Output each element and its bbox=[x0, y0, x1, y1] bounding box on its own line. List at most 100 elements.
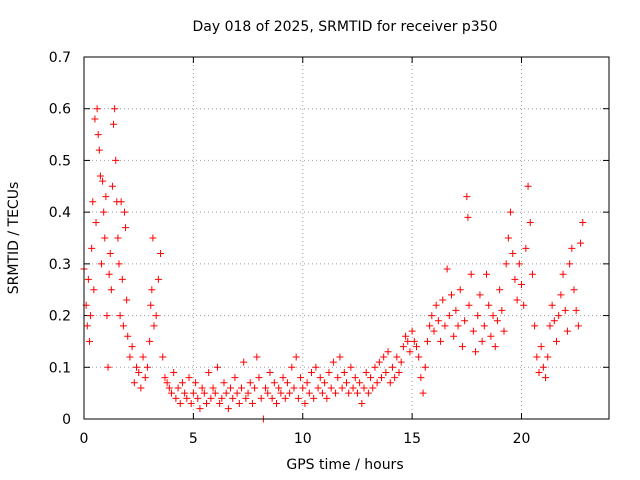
data-point bbox=[493, 317, 501, 325]
data-point bbox=[550, 317, 558, 325]
data-point bbox=[130, 379, 138, 387]
data-point bbox=[244, 389, 252, 397]
data-point bbox=[421, 363, 429, 371]
data-point bbox=[178, 379, 186, 387]
x-tick-label: 15 bbox=[403, 431, 421, 447]
grid-lines bbox=[84, 57, 609, 419]
data-point bbox=[483, 270, 490, 278]
y-tick-label: 0.6 bbox=[49, 102, 71, 118]
data-point bbox=[520, 301, 528, 309]
data-point bbox=[555, 312, 563, 320]
data-point bbox=[345, 389, 353, 397]
data-point bbox=[231, 374, 239, 382]
data-point bbox=[533, 353, 541, 361]
data-point bbox=[524, 182, 532, 190]
data-point bbox=[577, 239, 585, 247]
x-tick-label: 20 bbox=[513, 431, 531, 447]
data-point bbox=[288, 363, 296, 371]
data-point bbox=[92, 218, 100, 226]
data-point bbox=[500, 327, 508, 335]
data-point bbox=[117, 198, 125, 206]
data-point bbox=[423, 337, 431, 345]
data-point bbox=[270, 379, 278, 387]
data-point bbox=[283, 379, 291, 387]
data-point bbox=[561, 306, 569, 314]
data-point bbox=[559, 270, 567, 278]
data-point bbox=[563, 327, 571, 335]
data-point bbox=[303, 379, 311, 387]
data-point bbox=[83, 322, 91, 330]
data-point bbox=[90, 286, 98, 294]
data-point bbox=[262, 384, 270, 392]
data-point bbox=[146, 337, 154, 345]
data-point bbox=[176, 399, 184, 407]
data-point bbox=[157, 250, 165, 258]
data-point bbox=[235, 399, 243, 407]
data-point bbox=[281, 394, 289, 402]
data-point bbox=[305, 389, 313, 397]
data-point bbox=[85, 337, 93, 345]
data-point bbox=[108, 182, 116, 190]
data-point bbox=[548, 301, 556, 309]
data-point bbox=[189, 389, 197, 397]
data-point bbox=[413, 343, 420, 351]
data-point bbox=[526, 218, 534, 226]
data-point bbox=[119, 322, 127, 330]
data-point bbox=[227, 384, 235, 392]
data-point bbox=[150, 322, 158, 330]
data-point bbox=[257, 394, 265, 402]
data-point bbox=[522, 244, 530, 252]
data-point bbox=[93, 105, 101, 113]
data-point bbox=[147, 301, 155, 309]
data-point bbox=[334, 374, 342, 382]
data-point bbox=[116, 312, 124, 320]
data-point bbox=[124, 332, 132, 340]
data-point bbox=[439, 296, 447, 304]
data-point bbox=[572, 306, 580, 314]
data-point bbox=[498, 306, 506, 314]
data-point bbox=[222, 389, 230, 397]
data-point bbox=[373, 379, 381, 387]
data-point bbox=[404, 337, 412, 345]
y-tick-label: 0.7 bbox=[49, 50, 71, 66]
data-point bbox=[211, 389, 219, 397]
data-point bbox=[393, 353, 401, 361]
data-point bbox=[266, 368, 274, 376]
data-point bbox=[491, 343, 499, 351]
data-point bbox=[489, 312, 497, 320]
data-point bbox=[294, 394, 302, 402]
data-point bbox=[537, 343, 545, 351]
data-point bbox=[487, 332, 495, 340]
data-point bbox=[518, 281, 525, 289]
data-point bbox=[316, 374, 324, 382]
data-point bbox=[240, 358, 248, 366]
data-point bbox=[141, 374, 149, 382]
data-point bbox=[417, 374, 425, 382]
data-point bbox=[504, 234, 512, 242]
data-point bbox=[98, 260, 105, 268]
data-point bbox=[253, 353, 261, 361]
data-point bbox=[378, 374, 385, 382]
data-point bbox=[391, 374, 399, 382]
data-point bbox=[297, 374, 305, 382]
data-point bbox=[200, 389, 208, 397]
data-point bbox=[187, 399, 195, 407]
data-point bbox=[310, 394, 318, 402]
data-point bbox=[347, 363, 355, 371]
data-point bbox=[110, 120, 118, 128]
data-point bbox=[277, 389, 285, 397]
data-point bbox=[115, 260, 123, 268]
data-point bbox=[397, 358, 405, 366]
data-point bbox=[101, 234, 109, 242]
data-point bbox=[362, 368, 370, 376]
data-point bbox=[382, 368, 390, 376]
data-point bbox=[99, 177, 107, 185]
data-point bbox=[507, 208, 515, 216]
data-point bbox=[139, 353, 147, 361]
data-point bbox=[539, 363, 547, 371]
data-point bbox=[502, 260, 510, 268]
data-point bbox=[216, 399, 224, 407]
data-point bbox=[301, 399, 309, 407]
y-tick-label: 0.4 bbox=[49, 205, 71, 221]
data-point bbox=[198, 384, 206, 392]
